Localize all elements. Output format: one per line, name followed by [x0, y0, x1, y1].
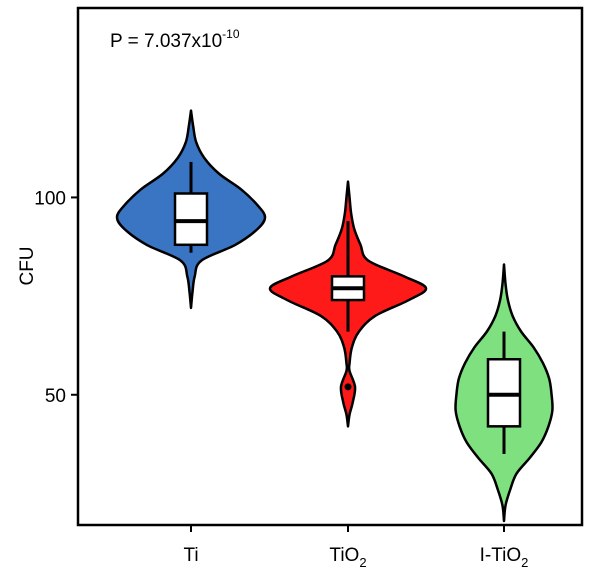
- p-value-text: P = 7.037x10: [110, 31, 222, 52]
- p-value-annotation: P = 7.037x10-10: [110, 27, 240, 52]
- violin-group-1: [268, 180, 428, 428]
- x-tick-label-base: Ti: [183, 545, 198, 566]
- x-tick-label: Ti: [183, 545, 198, 566]
- y-axis-title: CFU: [17, 246, 38, 285]
- plot-frame: [76, 6, 584, 527]
- y-tick-label: 100: [34, 188, 66, 209]
- x-tick-label-subscript: 2: [359, 555, 366, 570]
- x-tick-label: TiO2: [329, 545, 366, 570]
- x-tick-label-subscript: 2: [521, 555, 528, 570]
- y-tick-label: 50: [45, 386, 66, 407]
- x-tick-label-base: TiO: [329, 545, 359, 566]
- y-axis: 50 100: [34, 188, 78, 407]
- violins: [115, 109, 554, 523]
- violin-group-0: [115, 109, 267, 310]
- x-tick-label: I-TiO2: [480, 545, 529, 570]
- outlier-point: [344, 383, 352, 391]
- x-tick-label-base: I-TiO: [480, 545, 522, 566]
- violin-group-2: [454, 263, 554, 523]
- p-value-exponent: -10: [222, 27, 240, 41]
- x-axis: Ti TiO2 I-TiO2: [183, 525, 528, 570]
